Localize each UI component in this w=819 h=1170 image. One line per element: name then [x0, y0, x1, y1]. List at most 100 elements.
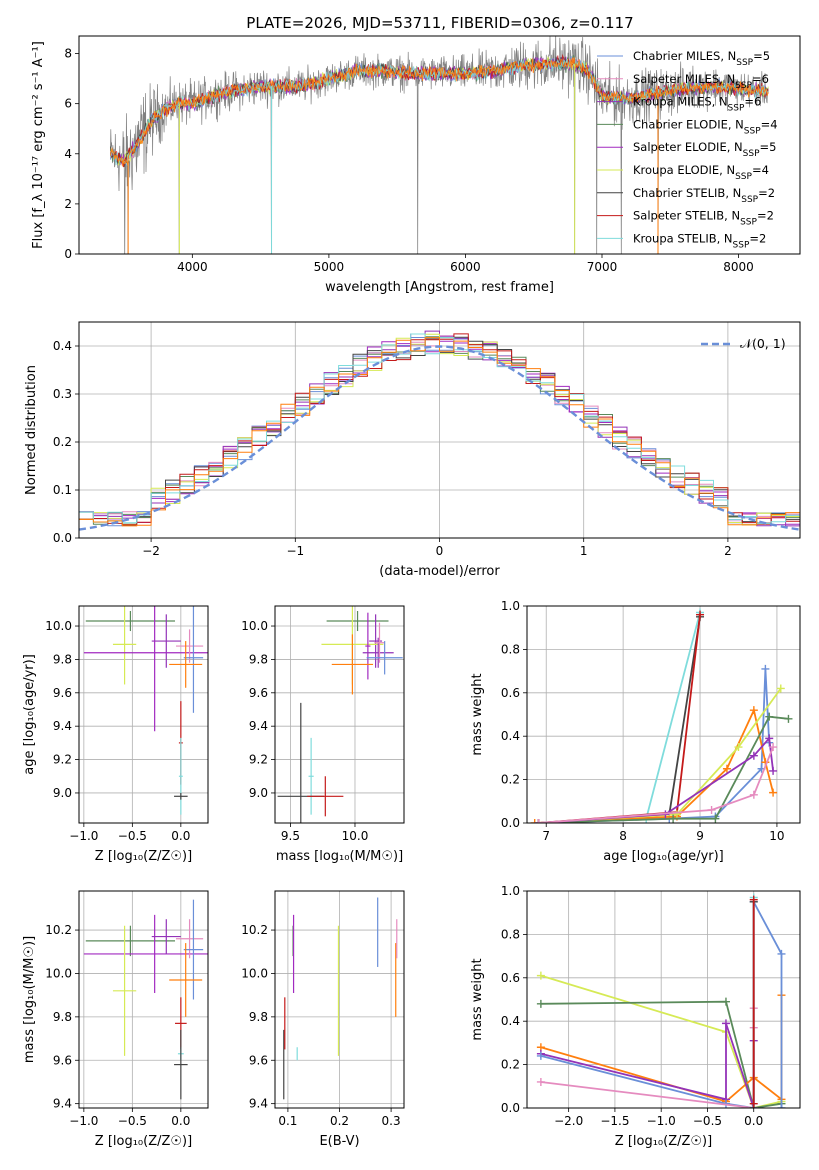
x-axis-label: age [log₁₀(age/yr)]: [603, 849, 724, 864]
plus-marker: [530, 819, 539, 823]
y-tick-label: 0.0: [501, 1101, 520, 1115]
x-axis-label: (data-model)/error: [379, 564, 500, 579]
axes-frame: [526, 890, 801, 1109]
y-tick-label: 0.4: [501, 1014, 520, 1028]
y-tick-label: 9.8: [53, 652, 72, 666]
axes-frame: [78, 321, 801, 539]
y-tick-label: 9.4: [249, 1097, 268, 1111]
x-tick-label: −1.0: [69, 1114, 98, 1128]
plus-marker: [749, 1099, 758, 1108]
x-tick-label: −1: [286, 544, 304, 558]
y-tick-label: 9.6: [249, 1053, 268, 1067]
plus-marker: [777, 1104, 786, 1108]
legend: 𝒩(0, 1): [701, 336, 786, 351]
y-tick-label: 9.6: [249, 686, 268, 700]
x-axis-label: Z [log₁₀(Z/Z☉)]: [615, 1134, 712, 1149]
plus-marker: [769, 788, 778, 797]
y-tick-label: 8: [64, 47, 72, 61]
y-axis-label: Normed distribution: [24, 365, 39, 495]
x-tick-label: 4000: [177, 260, 208, 274]
plus-marker: [761, 664, 770, 673]
chart-mass-vs-Z: −1.0 −0.5 0.0 9.4 9.6 9.8 10.0 10.2 Z [log₁₀(Z/Z…: [22, 890, 209, 1149]
plus-marker: [721, 1019, 730, 1028]
y-tick-label: 6: [64, 97, 72, 111]
plus-marker: [765, 712, 774, 721]
series: [534, 743, 778, 823]
data-point: [365, 612, 371, 680]
x-tick-label: 5000: [314, 260, 345, 274]
plus-marker: [536, 1077, 545, 1086]
y-tick-label: 0: [64, 247, 72, 261]
axes-frame: [526, 605, 801, 824]
plus-marker: [536, 999, 545, 1008]
data-point: [169, 943, 203, 1017]
y-tick-label: 0.8: [501, 927, 520, 941]
data-point: [307, 776, 344, 817]
data-point: [178, 737, 183, 815]
data-point: [331, 634, 374, 695]
x-tick-label: 1: [580, 544, 588, 558]
series-line: [534, 707, 774, 823]
series-line: [538, 616, 701, 823]
legend-label: Chabrier MILES, NSSP=5: [633, 49, 770, 68]
x-tick-label: −1.5: [600, 1114, 629, 1128]
y-tick-label: 0.6: [501, 686, 520, 700]
figure-title: PLATE=2026, MJD=53711, FIBERID=0306, z=0…: [246, 14, 633, 32]
x-tick-label: 10: [769, 829, 784, 843]
x-tick-label: 9: [696, 829, 704, 843]
x-tick-label: 2: [724, 544, 732, 558]
plus-marker: [669, 814, 678, 823]
axes-frame: [78, 605, 209, 824]
x-tick-label: −0.5: [693, 1114, 722, 1128]
y-axis-label: mass weight: [470, 958, 485, 1040]
x-tick-label: 7000: [587, 260, 618, 274]
plus-marker: [769, 766, 778, 775]
x-tick-label: 6000: [450, 260, 481, 274]
y-tick-label: 9.8: [53, 1010, 72, 1024]
plus-marker: [769, 743, 778, 752]
normal-reference-curve: [79, 345, 800, 531]
x-tick-label: 8: [619, 829, 627, 843]
x-tick-label: −2.0: [554, 1114, 583, 1128]
y-axis-label: mass weight: [470, 673, 485, 755]
chart-age-vs-mass: 9.5 10.0 9.0 9.2 9.4 9.6 9.8 10.0 mass [log₁₀(M/…: [241, 605, 405, 864]
x-tick-label: 0.0: [744, 1114, 763, 1128]
x-tick-label: 9.5: [281, 829, 300, 843]
legend-label: Kroupa ELODIE, NSSP=4: [633, 163, 769, 182]
series: [536, 1004, 758, 1108]
x-tick-label: −2: [142, 544, 160, 558]
x-axis-label: mass [log₁₀(M/M☉)]: [276, 849, 403, 864]
x-tick-label: 7: [542, 829, 550, 843]
y-tick-label: 0.2: [53, 435, 72, 449]
x-tick-label: 0: [436, 544, 444, 558]
y-tick-label: 0.3: [53, 387, 72, 401]
plus-marker: [721, 997, 730, 1006]
data-point: [151, 919, 181, 954]
y-tick-label: 9.6: [53, 1053, 72, 1067]
legend-label: Kroupa STELIB, NSSP=2: [633, 231, 766, 250]
y-axis-label: mass [log₁₀(M/M☉)]: [22, 936, 37, 1063]
y-axis-label: Flux [f_λ 10⁻¹⁷ erg cm⁻² s⁻¹ A⁻¹]: [31, 41, 46, 249]
plus-marker: [734, 743, 743, 752]
plot-area: [83, 899, 208, 1100]
plus-marker: [534, 819, 543, 823]
data-point: [83, 606, 208, 732]
chart-weight-vs-age: 7 8 9 10 0.0 0.2 0.4 0.6 0.8 1.0 age [log₁₀(age/yr…: [470, 599, 801, 864]
x-tick-label: −0.5: [118, 1114, 147, 1128]
y-tick-label: 0.2: [501, 1058, 520, 1072]
y-tick-label: 2: [64, 197, 72, 211]
legend-label: Chabrier ELODIE, NSSP=4: [633, 117, 778, 136]
x-axis-label: Z [log₁₀(Z/Z☉)]: [95, 849, 192, 864]
y-tick-label: 9.8: [249, 652, 268, 666]
series: [536, 1019, 758, 1108]
plus-marker: [711, 814, 720, 823]
series: [534, 610, 705, 823]
legend-label: Kroupa MILES, NSSP=6: [633, 95, 761, 114]
plus-marker: [696, 610, 705, 619]
y-axis-label: age [log₁₀(age/yr)]: [22, 654, 37, 775]
y-tick-label: 0.0: [53, 531, 72, 545]
data-point: [374, 622, 385, 663]
plus-marker: [536, 1051, 545, 1060]
y-tick-label: 10.2: [45, 923, 72, 937]
